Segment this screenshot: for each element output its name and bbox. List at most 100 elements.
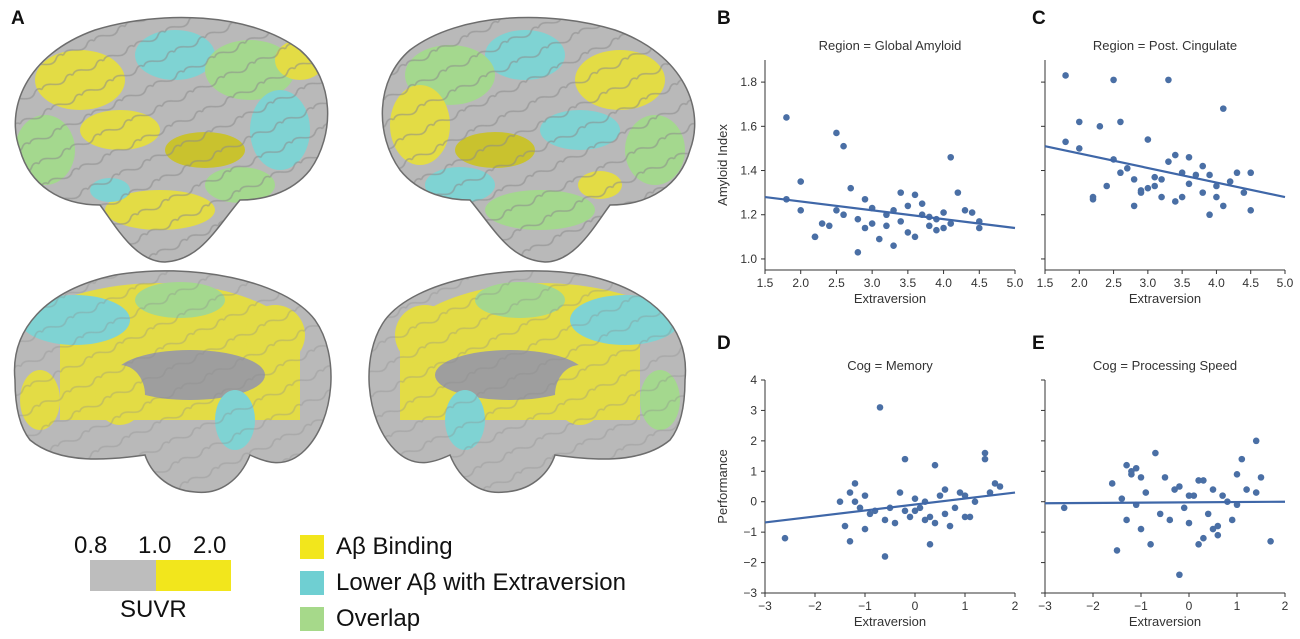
data-point [1161, 474, 1169, 481]
panel-label-c: C [1032, 8, 1046, 29]
data-point [1113, 547, 1121, 554]
data-point [904, 229, 912, 236]
legend-label-binding: Aβ Binding [336, 533, 453, 560]
data-point [931, 519, 939, 527]
data-point [904, 202, 912, 210]
x-tick-label: 2.5 [828, 276, 845, 290]
data-point [1123, 516, 1130, 524]
data-point [1233, 471, 1241, 478]
data-point [1178, 193, 1186, 201]
data-point [954, 189, 962, 196]
data-point [1214, 522, 1222, 530]
data-point [846, 489, 854, 496]
data-point [1257, 474, 1265, 481]
data-point [926, 541, 934, 548]
data-point [851, 498, 859, 506]
data-point [1240, 189, 1248, 196]
data-point [1200, 534, 1207, 542]
data-point [975, 224, 983, 232]
x-tick-label: −1 [1134, 599, 1148, 613]
data-point [1219, 105, 1227, 112]
y-tick-label: −1 [743, 525, 757, 539]
y-tick-label: 0 [750, 495, 757, 509]
x-tick-label: 4.5 [1242, 276, 1259, 290]
data-point [1209, 525, 1217, 533]
scale-tick-mid: 1.0 [138, 532, 172, 559]
data-point [883, 222, 890, 230]
x-tick-label: −2 [808, 599, 822, 613]
x-tick-label: 0 [1186, 599, 1193, 613]
data-point [811, 233, 819, 241]
data-point [875, 235, 883, 243]
y-tick-label: 1.0 [740, 252, 757, 266]
data-point [1075, 145, 1083, 152]
data-point [797, 207, 805, 214]
legend-item-overlap: Overlap [300, 605, 420, 633]
chart-c: Region = Post. Cingulate 1.5 2.0 2.5 3.0 3.5 4… [1037, 38, 1294, 306]
data-point [891, 519, 899, 527]
data-point [1199, 189, 1207, 196]
x-tick-label: −3 [758, 599, 772, 613]
data-point [1062, 72, 1069, 79]
panel-label-a: A [11, 8, 25, 29]
data-point [840, 142, 847, 150]
y-tick-label: 1.4 [740, 164, 757, 178]
data-point [1144, 136, 1152, 143]
data-point [971, 498, 979, 506]
data-point [1176, 483, 1183, 490]
x-tick-label: 2 [1282, 599, 1289, 613]
data-point [846, 537, 854, 545]
x-tick-label: 4.0 [1208, 276, 1225, 290]
data-point [861, 525, 869, 533]
data-point [1060, 504, 1068, 512]
data-point [1200, 477, 1207, 484]
data-point [1171, 198, 1179, 205]
data-point [1176, 571, 1183, 579]
x-axis-label: Extraversion [854, 291, 926, 306]
data-point [1219, 492, 1226, 499]
data-point [966, 513, 974, 521]
data-point [833, 207, 840, 214]
data-point [851, 480, 859, 487]
data-point [854, 215, 862, 223]
legend-label-overlap: Overlap [336, 605, 421, 632]
x-axis-label: Extraversion [854, 614, 926, 629]
x-tick-label: 3.5 [900, 276, 917, 290]
data-point [1062, 138, 1069, 146]
chart-e: Cog = Processing Speed −3 −2 −1 0 1 2 Extravers… [1038, 358, 1289, 629]
x-tick-label: 2.0 [792, 276, 809, 290]
data-point [897, 189, 905, 196]
data-point [925, 222, 933, 230]
data-point [911, 233, 919, 241]
scale-yellow-bar [156, 560, 231, 591]
x-axis-label: Extraversion [1129, 291, 1201, 306]
data-point [1137, 474, 1145, 481]
data-point [1226, 178, 1234, 185]
x-tick-label: 4.5 [971, 276, 988, 290]
x-tick-label: 2.5 [1105, 276, 1122, 290]
data-point [956, 489, 964, 496]
data-point [1214, 531, 1222, 539]
data-point [1137, 187, 1145, 194]
data-point [931, 461, 939, 469]
data-point [840, 211, 847, 219]
data-point [1158, 176, 1165, 183]
data-point [951, 504, 959, 512]
data-point [911, 507, 919, 515]
data-point [861, 492, 869, 499]
data-point [911, 495, 919, 502]
data-point [947, 153, 955, 161]
x-tick-label: 5.0 [1277, 276, 1294, 290]
data-point [833, 129, 840, 137]
data-point [1128, 471, 1135, 478]
data-point [940, 209, 947, 216]
data-point [901, 507, 909, 515]
data-point [1165, 76, 1172, 84]
x-tick-label: 4.0 [935, 276, 952, 290]
data-point [1238, 455, 1246, 463]
data-point [1089, 195, 1097, 203]
data-point [933, 226, 940, 234]
panel-label-e: E [1032, 333, 1045, 354]
data-point [1110, 76, 1117, 84]
legend-item-lower: Lower Aβ with Extraversion [300, 569, 626, 597]
